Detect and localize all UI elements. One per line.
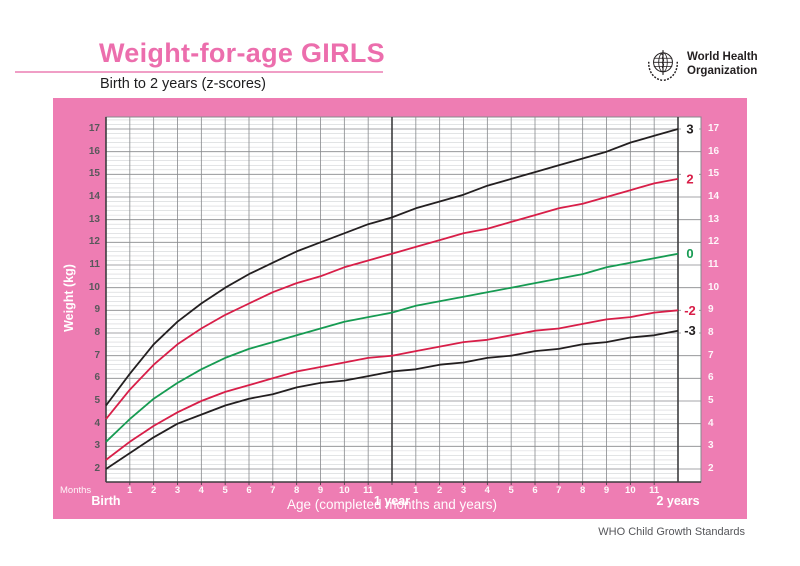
- z-score-label: 0: [686, 246, 693, 261]
- y-tick-label-right: 7: [708, 349, 714, 361]
- x-label-1-year: 1 year: [373, 494, 411, 508]
- y-tick-label-left: 2: [94, 463, 100, 474]
- growth-chart-plot: 3 2 0 -2 -3: [105, 116, 702, 485]
- x-tick-label-month: 4: [198, 485, 204, 496]
- x-tick-label-month: 6: [246, 485, 252, 496]
- y-tick-label-right: 5: [708, 394, 714, 406]
- y-tick-label-right: 15: [708, 168, 720, 180]
- z-label-backing: [681, 245, 699, 262]
- y-tick-label-left: 6: [94, 372, 100, 384]
- y-tick-label-left: 10: [88, 281, 100, 293]
- y-tick-label-left: 13: [88, 213, 100, 225]
- y-tick-label-right: 10: [708, 281, 720, 293]
- x-tick-label-month: 5: [508, 485, 514, 496]
- y-tick-label-right: 13: [708, 213, 720, 225]
- y-tick-label-left: 9: [94, 304, 100, 316]
- y-tick-label-left: 7: [94, 349, 100, 361]
- footer-text: WHO Child Growth Standards: [598, 526, 745, 538]
- z-score-label: -3: [684, 323, 696, 338]
- x-tick-label-month: 10: [339, 485, 350, 496]
- curve-z-3: [105, 329, 679, 470]
- z-label-backing: [681, 322, 699, 339]
- x-tick-label-month: 8: [294, 485, 300, 496]
- x-tick-label-month: 9: [603, 485, 610, 496]
- x-tick-label-month: 11: [649, 485, 660, 496]
- y-tick-label-left: 11: [89, 258, 100, 270]
- x-tick-label-month: 6: [532, 485, 538, 496]
- y-tick-label-right: 2: [708, 463, 714, 474]
- x-tick-label-month: 3: [460, 485, 467, 496]
- z-score-label: 3: [686, 121, 693, 136]
- y-tick-label-right: 4: [708, 417, 714, 429]
- x-tick-label-month: 8: [580, 485, 586, 496]
- y-tick-label-left: 8: [94, 326, 100, 338]
- x-tick-label-month: 9: [317, 485, 324, 496]
- y-tick-label-right: 3: [708, 440, 714, 452]
- y-tick-label-right: 14: [708, 190, 720, 202]
- y-tick-label-left: 12: [88, 236, 100, 248]
- page-subtitle: Birth to 2 years (z-scores): [100, 76, 266, 92]
- curve-z3: [105, 128, 679, 407]
- x-tick-label-month: 2: [151, 485, 157, 496]
- y-tick-label-right: 16: [708, 145, 720, 157]
- y-tick-label-right: 8: [708, 326, 714, 338]
- title-underline: [15, 71, 383, 73]
- curve-z2: [105, 178, 679, 420]
- y-tick-label-left: 4: [94, 417, 100, 429]
- x-tick-label-month: 7: [556, 485, 562, 496]
- y-tick-label-right: 11: [708, 258, 719, 270]
- x-axis-title: Age (completed months and years): [286, 497, 498, 512]
- curve-z-2: [105, 309, 679, 461]
- x-tick-label-month: 5: [222, 485, 228, 496]
- y-tick-label-left: 5: [94, 394, 100, 406]
- curve-z0: [105, 252, 679, 443]
- x-tick-label-month: 10: [625, 485, 636, 496]
- z-score-label: -2: [684, 303, 696, 318]
- y-tick-label-right: 12: [708, 236, 720, 248]
- x-tick-label-month: 11: [363, 485, 374, 496]
- y-tick-label-left: 3: [94, 440, 100, 452]
- y-tick-label-left: 17: [88, 122, 100, 134]
- y-tick-label-left: 16: [88, 145, 100, 157]
- z-score-label: 2: [686, 171, 693, 186]
- x-tick-label-month: 4: [484, 485, 490, 496]
- page-title: Weight-for-age GIRLS: [99, 38, 385, 68]
- who-emblem-icon: [648, 50, 678, 82]
- plot-background: [106, 117, 701, 482]
- x-axis-unit-label: Months: [60, 485, 92, 496]
- x-tick-label-month: 2: [437, 485, 443, 496]
- y-tick-label-right: 17: [708, 122, 720, 134]
- x-tick-label-month: 1: [413, 485, 419, 496]
- who-logo-text-line2: Organization: [687, 65, 758, 77]
- who-logo-text-line1: World Health: [687, 51, 758, 64]
- z-label-backing: [681, 302, 699, 319]
- x-label-2-years: 2 years: [656, 494, 700, 508]
- z-label-backing: [681, 120, 699, 137]
- who-logo: World Health Organization: [645, 47, 758, 83]
- y-tick-label-left: 15: [88, 168, 100, 180]
- x-tick-label-month: 3: [174, 485, 181, 496]
- x-tick-label-month: 7: [270, 485, 276, 496]
- chart-panel: Weight (kg) Age (completed months and ye…: [53, 98, 747, 519]
- x-tick-label-month: 1: [127, 485, 133, 496]
- x-label-birth: Birth: [91, 494, 121, 508]
- y-tick-label-left: 14: [88, 190, 100, 202]
- y-tick-label-right: 6: [708, 372, 714, 384]
- z-label-backing: [681, 170, 699, 187]
- y-tick-label-right: 9: [708, 304, 714, 316]
